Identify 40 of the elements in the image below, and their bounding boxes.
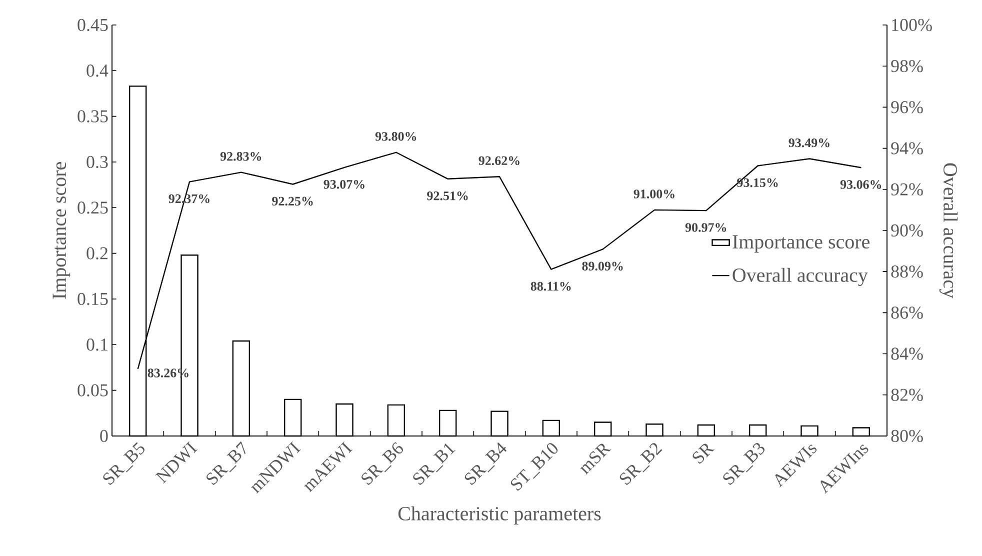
y2-tick-label: 88%: [891, 265, 923, 278]
y2-tick-label: 80%: [891, 430, 923, 442]
y2-axis-title: Overall accuracy: [939, 163, 958, 298]
y2-tick-label: 84%: [891, 348, 923, 360]
y-tick-label: 0: [100, 430, 108, 442]
data-label: 92.83%: [220, 152, 262, 161]
y2-tick-label: 98%: [891, 60, 923, 72]
y-tick-label: 0.35: [78, 110, 108, 122]
data-label: 89.09%: [582, 262, 623, 271]
legend-label: Overall accuracy: [732, 268, 868, 286]
y-axis-title: Importance score: [52, 162, 70, 299]
data-label: 90.97%: [685, 223, 726, 232]
data-label: 93.07%: [324, 180, 364, 189]
y2-tick-label: 96%: [891, 101, 923, 114]
y-tick-label: 0.45: [78, 18, 108, 32]
x-tick-label: SR: [692, 444, 715, 464]
data-label: 92.62%: [478, 156, 520, 166]
y2-tick-label: 82%: [891, 388, 923, 401]
y-tick-label: 0.4: [86, 64, 108, 77]
x-axis-title: Characteristic parameters: [398, 506, 601, 524]
data-label: 93.80%: [375, 132, 416, 141]
data-label: 92.51%: [427, 191, 468, 200]
data-label: 93.49%: [788, 138, 830, 148]
y-tick-label: 0.05: [78, 384, 108, 396]
y2-tick-label: 92%: [891, 183, 923, 196]
data-label: 88.11%: [530, 282, 571, 291]
y2-tick-label: 86%: [891, 306, 923, 319]
data-label: 93.06%: [840, 180, 882, 189]
y-tick-label: 0.25: [78, 202, 108, 214]
y-tick-label: 0.15: [78, 292, 108, 306]
y2-tick-label: 90%: [891, 224, 923, 237]
data-label: 93.15%: [737, 178, 778, 188]
y-tick-label: 0.1: [86, 338, 108, 351]
y-tick-label: 0.2: [86, 247, 108, 260]
y2-tick-label: 94%: [891, 142, 923, 154]
y-tick-label: 0.3: [86, 156, 108, 168]
legend-label: Importance score: [732, 235, 870, 253]
y2-tick-label: 100%: [892, 18, 932, 32]
data-label: 91.00%: [634, 190, 674, 198]
data-label: 92.25%: [272, 196, 313, 206]
